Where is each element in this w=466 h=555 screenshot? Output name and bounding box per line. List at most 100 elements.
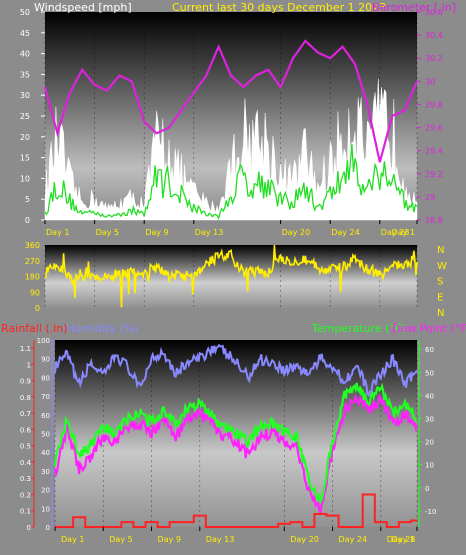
wind-x-tick-label: Day 5 [96,228,119,237]
direction-tick-label: 270 [25,257,40,266]
barometer-tick-label: 29 [425,193,435,202]
barometer-tick-label: 29.6 [425,124,443,133]
wind-direction-series [44,244,418,308]
direction-tick-label: 180 [25,273,40,282]
rainfall-tick-label: 1 [27,361,31,369]
dewpoint-series [53,393,419,514]
rain-x-tick-label: Day 28 [387,535,416,544]
rain-x-tick-label: Day 13 [206,535,235,544]
wind-x-tick-label: Day 1 [46,228,69,237]
humidity-tick-label: 90 [41,356,50,364]
temperature-tick-label: 60 [425,346,434,354]
temperature-tick-label: -10 [425,508,436,516]
wind-x-tick-label: Day 13 [195,228,224,237]
humidity-series [54,343,418,397]
humidity-tick-label: 50 [41,431,50,439]
rain-x-ticks: Day 1 Day 5 Day 9 Day 13 Day 20 Day 24 Day 28D… [54,527,418,544]
direction-tick-label: 0 [35,304,40,313]
chart-title: Current last 30 days December 1 2023 [172,1,386,14]
temperature-tick-label: 50 [425,369,434,377]
humidity-tick-label: 80 [41,374,50,382]
rainfall-ticks: 0 0.1 0.2 0.3 0.4 0.5 0.6 0.7 0.8 0.9 1 1.1 [20,345,34,532]
barometer-tick-label: 30 [425,77,435,86]
rain-x-tick-label: Day 20 [290,535,319,544]
humidity-tick-label: 30 [41,468,50,476]
compass-letter: N [437,308,444,319]
barometer-tick-label: 30.6 [425,8,443,17]
direction-tick-label: 90 [30,288,40,297]
wind-tick-label: 15 [20,154,30,163]
humidity-axis-label: Humidity (%) [66,322,138,335]
wind-tick-label: 40 [20,50,30,59]
rain-humidity-temp-panel: 0 0.1 0.2 0.3 0.4 0.5 0.6 0.7 0.8 0.9 1 1.1 0 10 20 30… [1,322,466,544]
compass-letter: S [437,277,443,288]
barometer-tick-label: 30.2 [425,54,443,63]
humidity-tick-label: 20 [41,487,50,495]
rain-series-layer [53,343,419,528]
rain-x-tick-label: Day 1 [392,535,415,544]
wind-average-series [44,144,418,221]
rainfall-tick-label: 0.9 [20,378,31,386]
wind-tick-label: 45 [20,29,30,38]
compass-letter: W [437,261,447,272]
rainfall-tick-label: 0.3 [20,475,31,483]
humidity-tick-label: 0 [46,524,50,532]
barometer-tick-label: 29.8 [425,100,443,109]
wind-tick-label: 35 [20,70,30,79]
temperature-tick-label: 20 [425,439,434,447]
wind-x-tick-label: Day 24 [331,228,360,237]
rain-x-tick-label: Day 9 [158,535,181,544]
rain-x-tick-label: Day 24 [339,535,368,544]
barometer-axis-label: Barometer [.in] [372,1,456,14]
temperature-ticks: -10 0 10 20 30 40 50 60 [419,346,436,516]
temperature-tick-label: 30 [425,415,434,423]
wind-x-tick-label: Day 20 [282,228,311,237]
wind-x-tick-label: Day 9 [145,228,168,237]
humidity-tick-label: 40 [41,449,50,457]
humidity-tick-label: 60 [41,412,50,420]
wind-tick-label: 50 [20,8,30,17]
rain-x-tick-label: Day 1 [61,535,84,544]
compass-letter: E [437,292,443,303]
rainfall-tick-label: 0.7 [20,410,31,418]
windspeed-axis-label: Windspeed [mph] [34,1,132,14]
rainfall-tick-label: 0.2 [20,491,31,499]
wind-x-tick-label: Day 1 [392,228,415,237]
wind-tick-label: 20 [20,133,30,142]
wind-tick-label: 10 [20,174,30,183]
barometer-tick-label: 28.8 [425,216,443,225]
temperature-series [53,382,418,505]
humidity-tick-label: 70 [41,393,50,401]
rainfall-tick-label: 0.8 [20,394,31,402]
rain-x-tick-label: Day 5 [109,535,132,544]
wind-x-ticks: Day 1 Day 5 Day 9 Day 13 Day 20 Day 24 Day 28D… [44,220,418,237]
wind-tick-label: 0 [25,216,30,225]
rainfall-tick-label: 0.1 [20,508,31,516]
direction-series-layer [44,244,418,308]
barometer-tick-label: 30.4 [425,31,443,40]
rainfall-axis-label: Rainfall (.in) [1,322,68,335]
wind-gust-series [44,78,418,221]
temperature-tick-label: 40 [425,392,434,400]
wind-x-tick-label: Day 28 [381,228,410,237]
rainfall-tick-label: 1.1 [20,345,31,353]
barometer-tick-label: 29.2 [425,170,443,179]
barometer-series [43,39,419,163]
wind-tick-label: 25 [20,112,30,121]
temperature-tick-label: 0 [425,485,429,493]
temperature-tick-label: 10 [425,462,434,470]
direction-left-ticks: 0 90 180 270 360 [25,241,40,313]
barometer-tick-label: 29.4 [425,147,443,156]
rainfall-tick-label: 0.5 [20,443,31,451]
rainfall-tick-label: 0.4 [20,459,32,467]
compass-letter: N [437,245,444,256]
direction-tick-label: 360 [25,241,40,250]
dewpoint-axis-label: Dew Point (°F) [392,322,466,335]
rainfall-tick-label: 0 [27,524,31,532]
rainfall-tick-label: 0.6 [20,426,32,434]
temperature-axis-label: Temperature (°F) [311,322,406,335]
wind-tick-label: 30 [20,91,30,100]
